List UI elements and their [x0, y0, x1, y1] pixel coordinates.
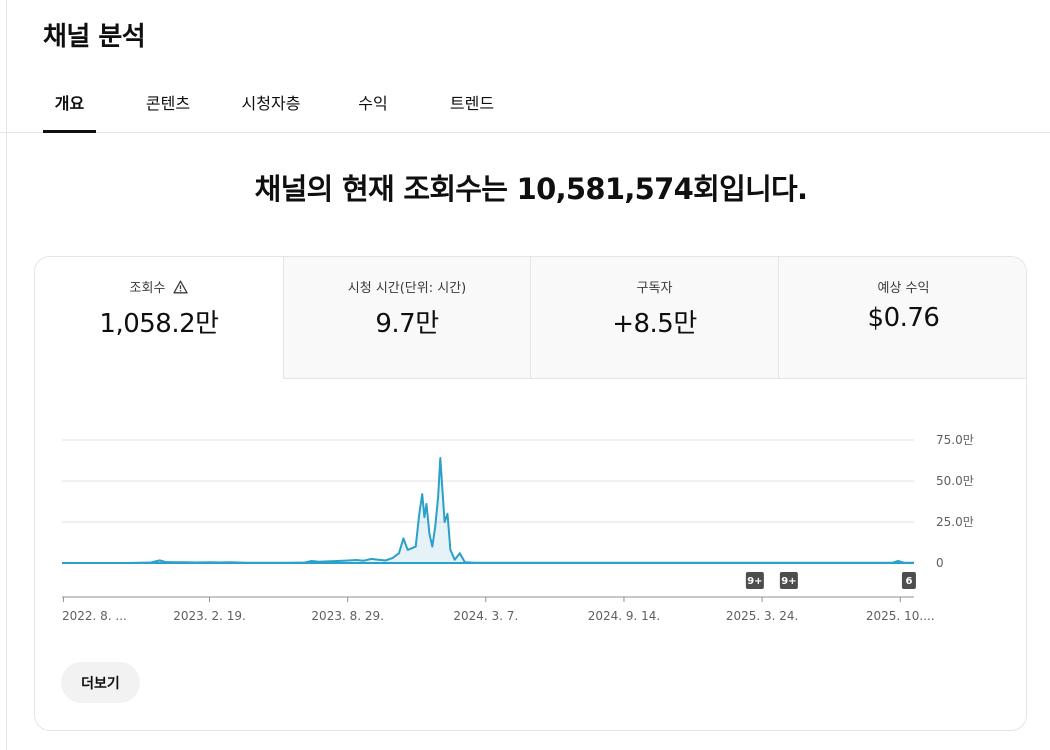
page-title: 채널 분석 — [43, 22, 146, 52]
metric-views-label-row: 조회수 — [35, 277, 283, 298]
warning-icon[interactable] — [173, 280, 189, 298]
metric-estimated-revenue[interactable]: 예상 수익 $0.76 — [778, 257, 1026, 379]
x-tick-label: 2023. 2. 19. — [173, 609, 246, 623]
left-divider — [6, 0, 7, 750]
metric-watch-time[interactable]: 시청 시간(단위: 시간) 9.7만 — [283, 257, 530, 379]
metric-revenue-value: $0.76 — [867, 303, 940, 333]
event-marker-label: 6 — [905, 576, 912, 587]
total-views-headline: 채널의 현재 조회수는 10,581,574회입니다. — [254, 172, 808, 206]
event-marker-badge[interactable] — [779, 572, 798, 589]
more-button[interactable]: 더보기 — [61, 662, 140, 703]
metric-views-value: 1,058.2만 — [99, 309, 219, 339]
y-tick-label: 50.0만 — [936, 474, 974, 488]
metric-subscribers-label: 구독자 — [636, 281, 673, 296]
tab-trends[interactable]: 트렌드 — [449, 94, 495, 113]
metric-views[interactable]: 조회수 1,058.2만 — [35, 257, 283, 379]
event-marker-label: 9+ — [747, 576, 762, 587]
series-line[interactable] — [62, 457, 915, 564]
metric-watch-time-value: 9.7만 — [375, 309, 439, 339]
x-tick-label: 2025. 3. 24. — [726, 609, 799, 623]
event-marker-label: 9+ — [781, 576, 796, 587]
tab-overview[interactable]: 개요 — [43, 80, 96, 133]
x-tick-label: 2024. 3. 7. — [453, 609, 518, 623]
event-marker-badge[interactable] — [745, 572, 764, 589]
x-tick-label: 2023. 8. 29. — [311, 609, 384, 623]
y-tick-label: 75.0만 — [936, 433, 974, 447]
event-marker-badge[interactable] — [901, 572, 916, 589]
tab-revenue[interactable]: 수익 — [358, 94, 388, 113]
tab-bar: 개요 콘텐츠 시청자층 수익 트렌드 — [0, 80, 1050, 133]
y-tick-label: 0 — [936, 556, 944, 570]
metric-watch-time-label: 시청 시간(단위: 시간) — [347, 281, 467, 296]
metrics-card: 조회수 1,058.2만 시청 시간(단위: 시간) 9.7만 구독자 +8.5… — [34, 256, 1027, 731]
metric-subscribers[interactable]: 구독자 +8.5만 — [530, 257, 778, 379]
tab-audience[interactable]: 시청자층 — [241, 94, 301, 113]
views-chart[interactable]: 0 25.0만 50.0만 75.0만 2022. 8. ... 2023. 2. 19.… — [0, 0, 1050, 640]
x-tick-label: 2022. 8. ... — [62, 609, 127, 623]
series-area — [62, 458, 914, 563]
y-tick-label: 25.0만 — [936, 515, 974, 529]
metric-revenue-label: 예상 수익 — [877, 281, 930, 296]
x-tick-label: 2024. 9. 14. — [588, 609, 661, 623]
metric-views-label: 조회수 — [129, 281, 166, 296]
metric-subscribers-value: +8.5만 — [612, 309, 697, 339]
tab-content[interactable]: 콘텐츠 — [145, 94, 191, 113]
x-tick-label: 2025. 10.... — [866, 609, 935, 623]
